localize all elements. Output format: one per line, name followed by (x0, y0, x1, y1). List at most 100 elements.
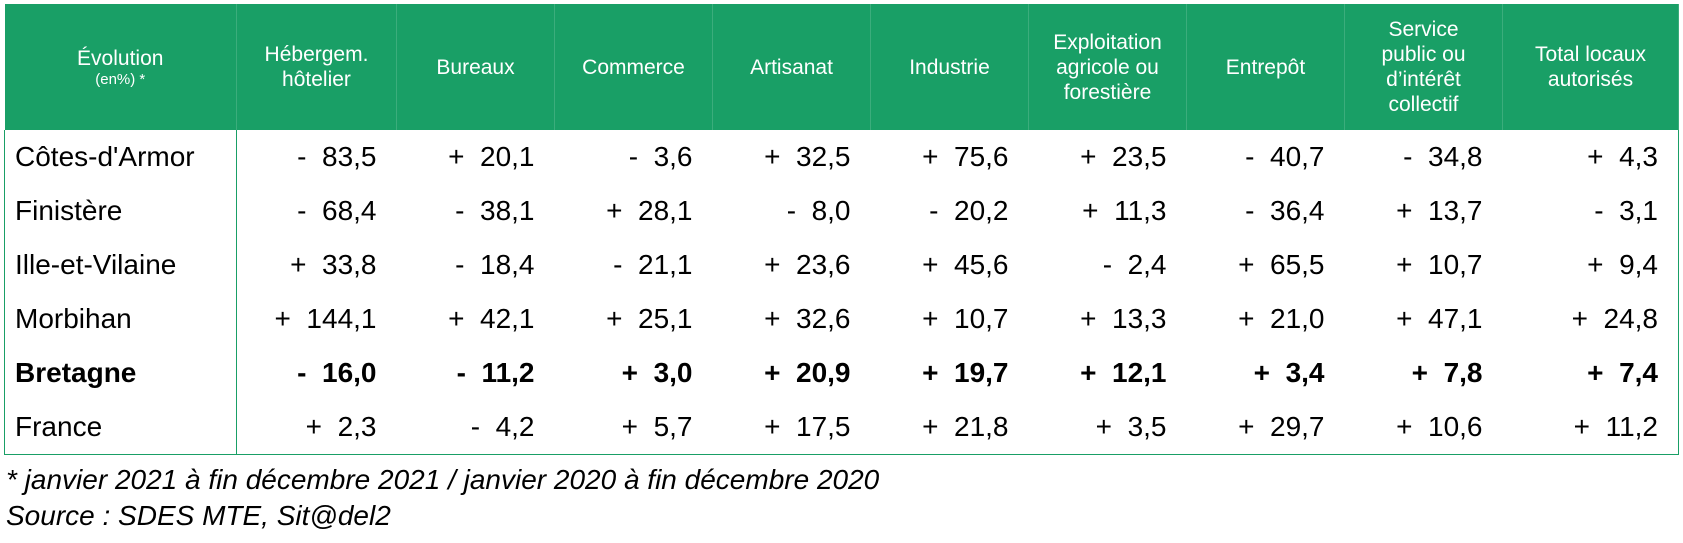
value-cell: + 45,6 (922, 249, 1009, 280)
value-cell: - 36,4 (1245, 195, 1325, 226)
value-cell: - 68,4 (297, 195, 377, 226)
column-header-line: public ou (1381, 43, 1466, 66)
column-header-line: Bureaux (436, 55, 515, 79)
value-cell: + 21,8 (922, 410, 1009, 442)
column-header-line: Industrie (909, 55, 990, 79)
header-label-title: Évolution (77, 46, 164, 70)
value-cell: + 144,1 (274, 303, 377, 334)
value-cell: + 11,3 (1082, 195, 1167, 226)
column-header-line: agricole ou (1056, 55, 1159, 79)
table-row: Côtes-d'Armor - 83,5 + 20,1 - 3,6 + 32,5 + 75… (4, 130, 1679, 184)
source-note: Source : SDES MTE, Sit@del2 (6, 500, 391, 531)
value-cell: + 20,9 (764, 357, 851, 388)
value-cell: + 42,1 (448, 303, 535, 334)
column-header: Artisanat (712, 4, 871, 130)
value-cell: + 28,1 (606, 195, 693, 226)
value-cell: + 3,0 (621, 357, 693, 388)
row-label: Morbihan (4, 292, 237, 346)
column-header-line: Total locaux (1535, 43, 1646, 66)
column-header-line: Artisanat (750, 55, 833, 79)
value-cell: + 21,0 (1238, 303, 1325, 334)
row-label: Finistère (4, 184, 237, 238)
value-cell: + 23,5 (1080, 141, 1167, 172)
table-row: Bretagne - 16,0 - 11,2 + 3,0 + 20,9 + 19,7 + 1… (4, 346, 1679, 400)
column-header: Hébergem. hôtelier (236, 4, 397, 130)
column-header-line: d’intérêt (1386, 68, 1461, 91)
value-cell: - 83,5 (297, 141, 377, 172)
value-cell: + 23,6 (764, 249, 851, 280)
column-header-line: hôtelier (282, 68, 351, 91)
row-label: Bretagne (4, 346, 237, 400)
footnotes: * janvier 2021 à fin décembre 2021 / jan… (6, 462, 879, 534)
column-header-line: Hébergem. (264, 43, 369, 66)
value-cell: + 32,6 (764, 303, 851, 334)
table-body: Côtes-d'Armor - 83,5 + 20,1 - 3,6 + 32,5 + 75… (4, 130, 1679, 454)
value-cell: + 24,8 (1571, 303, 1658, 334)
column-header-line: Entrepôt (1225, 55, 1306, 79)
value-cell: + 17,5 (764, 410, 851, 442)
value-cell: - 34,8 (1403, 141, 1483, 172)
value-cell: + 13,7 (1396, 195, 1483, 226)
table-row: Finistère - 68,4 - 38,1 + 28,1 - 8,0 - 20,2 + … (4, 184, 1679, 238)
column-header-line: Service (1388, 18, 1459, 41)
value-cell: + 11,2 (1573, 410, 1658, 442)
column-header: Commerce (554, 4, 713, 130)
value-cell: + 3,5 (1095, 410, 1167, 442)
value-cell: + 2,3 (305, 410, 377, 442)
value-cell: + 3,4 (1253, 357, 1325, 388)
value-cell: + 12,1 (1080, 357, 1167, 388)
period-note: * janvier 2021 à fin décembre 2021 / jan… (6, 464, 880, 495)
value-cell: - 21,1 (613, 249, 693, 280)
value-cell: + 10,6 (1396, 410, 1483, 442)
row-label: Ille-et-Vilaine (4, 238, 237, 292)
value-cell: + 29,7 (1238, 410, 1325, 442)
row-label: France (4, 400, 237, 454)
column-header-line: autorisés (1547, 68, 1634, 91)
row-label: Côtes-d'Armor (4, 130, 237, 184)
value-cell: + 10,7 (922, 303, 1009, 334)
table-header: Évolution (en%) * Hébergem. hôtelier Burea… (4, 4, 1679, 130)
column-header-line: Commerce (582, 55, 685, 79)
value-cell: + 47,1 (1396, 303, 1483, 334)
table-row: Morbihan + 144,1 + 42,1 + 25,1 + 32,6 + 10,7 +… (4, 292, 1679, 346)
header-label-cell: Évolution (en%) * (4, 4, 237, 130)
value-cell: + 75,6 (922, 141, 1009, 172)
header-label-sub: (en%) * (95, 70, 146, 88)
column-header: Industrie (870, 4, 1029, 130)
value-cell: - 2,4 (1102, 249, 1167, 280)
column-header: Total locaux autorisés (1502, 4, 1679, 130)
value-cell: - 16,0 (297, 357, 377, 388)
value-cell: + 4,3 (1587, 141, 1658, 172)
value-cell: + 32,5 (764, 141, 851, 172)
value-cell: - 20,2 (929, 195, 1009, 226)
evolution-table: Évolution (en%) * Hébergem. hôtelier Burea… (4, 4, 1679, 455)
header-row: Évolution (en%) * Hébergem. hôtelier Burea… (4, 4, 1679, 130)
value-cell: - 3,1 (1594, 195, 1658, 226)
value-cell: + 65,5 (1238, 249, 1325, 280)
value-cell: + 9,4 (1587, 249, 1658, 280)
value-cell: - 11,2 (456, 357, 535, 388)
column-header-line: forestière (1063, 80, 1152, 104)
column-header: Entrepôt (1186, 4, 1345, 130)
column-header: Bureaux (396, 4, 555, 130)
value-cell: + 10,7 (1396, 249, 1483, 280)
column-header: Service public ou d’intérêt collectif (1344, 4, 1503, 130)
value-cell: - 18,4 (455, 249, 535, 280)
value-cell: + 5,7 (621, 410, 693, 442)
value-cell: - 38,1 (455, 195, 535, 226)
value-cell: + 7,4 (1587, 357, 1658, 388)
value-cell: + 19,7 (922, 357, 1009, 388)
column-header-line: collectif (1388, 93, 1459, 116)
value-cell: + 20,1 (448, 141, 535, 172)
column-header: Exploitation agricole ou forestière (1028, 4, 1187, 130)
table-row: Ille-et-Vilaine + 33,8 - 18,4 - 21,1 + 23,6 +… (4, 238, 1679, 292)
value-cell: + 7,8 (1411, 357, 1483, 388)
value-cell: - 40,7 (1245, 141, 1325, 172)
table-row: France + 2,3 - 4,2 + 5,7 + 17,5 + 21,8 + 3,5 + … (4, 400, 1679, 454)
value-cell: - 4,2 (470, 410, 535, 442)
value-cell: + 33,8 (290, 249, 377, 280)
value-cell: + 25,1 (606, 303, 693, 334)
value-cell: - 8,0 (786, 195, 851, 226)
column-header-line: Exploitation (1053, 30, 1162, 54)
value-cell: - 3,6 (628, 141, 693, 172)
